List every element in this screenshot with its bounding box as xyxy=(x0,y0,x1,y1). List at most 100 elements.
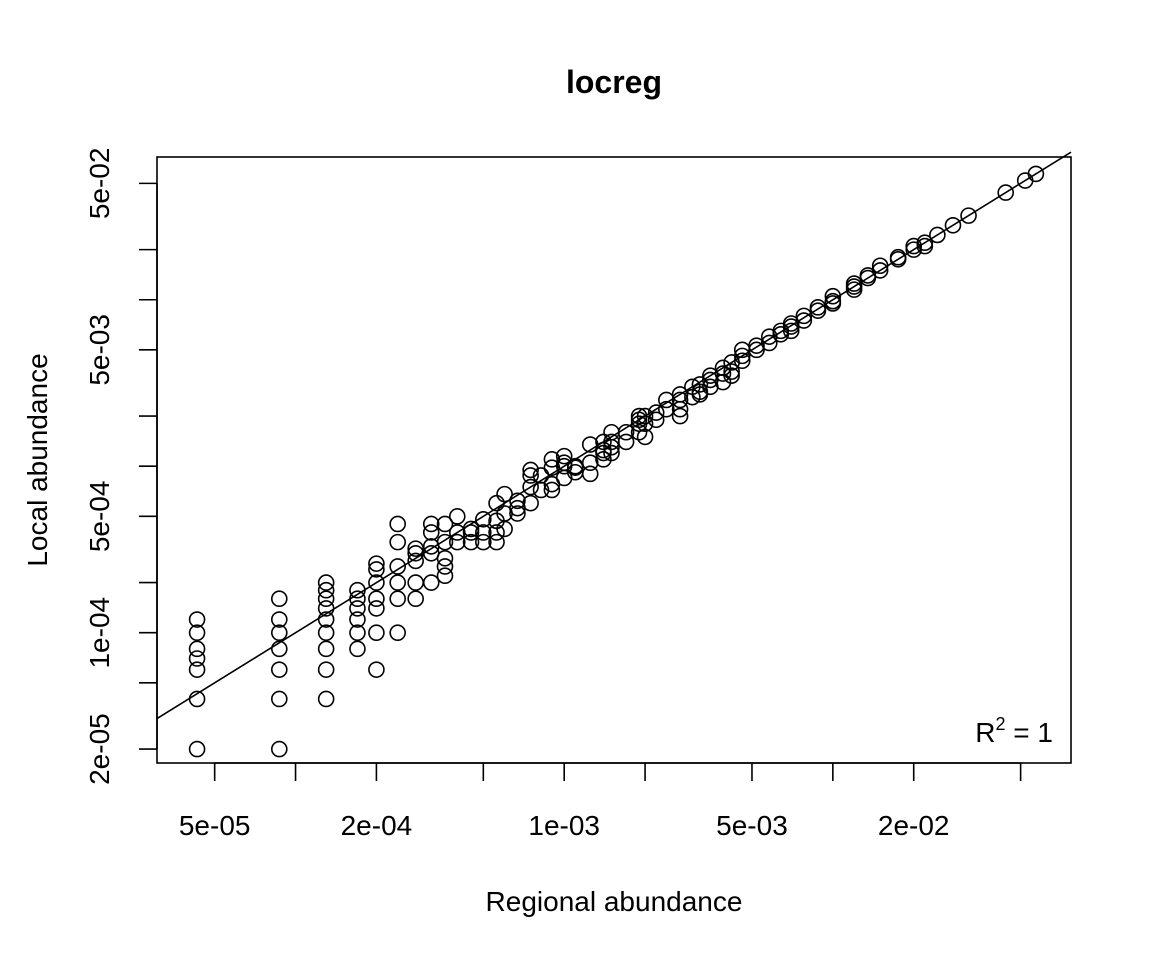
data-point xyxy=(543,451,561,468)
data-point xyxy=(317,600,335,617)
data-point xyxy=(496,485,513,503)
data-point xyxy=(317,661,335,678)
data-point xyxy=(448,508,466,525)
data-point xyxy=(723,363,740,380)
data-point xyxy=(349,600,366,617)
data-point xyxy=(488,533,505,551)
data-point xyxy=(543,481,561,499)
data-point xyxy=(658,400,675,418)
data-point xyxy=(509,492,526,510)
data-point xyxy=(317,590,335,608)
r-squared-symbol: R xyxy=(975,717,995,748)
data-point xyxy=(349,590,366,608)
data-point xyxy=(809,302,827,319)
data-point xyxy=(871,257,889,275)
data-point xyxy=(997,184,1015,201)
data-point xyxy=(349,640,366,658)
data-point xyxy=(617,423,635,441)
data-point xyxy=(389,515,406,533)
data-point xyxy=(522,478,539,496)
data-point xyxy=(317,690,335,708)
data-point xyxy=(809,299,827,316)
data-point xyxy=(349,624,366,642)
data-point xyxy=(671,407,689,425)
data-point xyxy=(782,322,800,340)
data-point xyxy=(422,524,440,541)
data-point xyxy=(436,567,454,585)
data-point xyxy=(368,574,385,591)
data-point xyxy=(270,590,288,608)
y-axis-title: Local abundance xyxy=(22,353,53,566)
data-point xyxy=(636,428,654,446)
data-point xyxy=(188,661,206,678)
data-point xyxy=(436,549,454,567)
data-point xyxy=(270,740,288,758)
data-point xyxy=(188,624,206,642)
data-point xyxy=(916,234,934,252)
data-point xyxy=(349,581,366,599)
data-point xyxy=(389,574,406,591)
data-point xyxy=(748,337,765,354)
data-point xyxy=(824,287,842,305)
data-point xyxy=(422,574,440,591)
data-point xyxy=(462,533,480,551)
data-point xyxy=(714,365,732,382)
data-point xyxy=(630,423,648,441)
data-point xyxy=(349,611,366,628)
data-point xyxy=(522,494,539,512)
data-point xyxy=(671,391,689,409)
data-point xyxy=(389,558,406,575)
chart-title: locreg xyxy=(566,64,662,100)
data-point xyxy=(270,611,288,628)
data-point xyxy=(488,524,505,541)
data-point xyxy=(436,558,454,575)
data-point xyxy=(647,404,665,421)
data-point xyxy=(368,561,385,578)
data-point xyxy=(475,533,492,551)
data-point xyxy=(960,207,977,224)
y-tick-label: 1e-04 xyxy=(84,597,115,669)
data-point xyxy=(760,334,778,352)
data-point xyxy=(407,552,424,570)
data-point xyxy=(368,624,385,642)
data-point xyxy=(845,275,863,292)
data-point xyxy=(188,690,206,708)
data-point xyxy=(691,383,709,401)
data-point xyxy=(368,661,385,678)
data-point xyxy=(317,624,335,642)
data-point xyxy=(389,624,406,642)
data-point xyxy=(522,467,539,484)
data-point xyxy=(389,590,406,608)
data-point xyxy=(603,444,620,462)
data-point xyxy=(555,447,573,465)
data-point xyxy=(475,510,492,528)
data-point xyxy=(270,661,288,678)
r-squared-superscript: 2 xyxy=(996,714,1006,734)
data-point xyxy=(944,216,962,234)
data-point xyxy=(691,376,709,393)
data-point xyxy=(824,292,842,310)
data-point xyxy=(581,465,599,483)
data-point xyxy=(188,611,206,628)
r-squared-annotation: R2 = 1 xyxy=(975,714,1053,748)
data-point xyxy=(317,640,335,658)
data-point xyxy=(270,690,288,708)
data-point xyxy=(636,407,654,425)
x-tick-label: 1e-03 xyxy=(528,810,600,841)
data-point xyxy=(270,640,288,658)
data-point xyxy=(581,454,599,472)
data-point xyxy=(647,411,665,429)
data-point xyxy=(188,740,206,758)
data-point xyxy=(317,581,335,599)
data-point xyxy=(188,650,206,667)
data-point xyxy=(475,524,492,541)
y-tick-label: 2e-05 xyxy=(84,713,115,785)
data-point xyxy=(733,347,751,365)
data-point xyxy=(617,433,635,451)
y-axis: 2e-05 1e-04 5e-04 5e-03 5e-02 xyxy=(84,148,158,785)
data-point xyxy=(270,624,288,642)
data-point xyxy=(407,540,424,557)
y-tick-label: 5e-02 xyxy=(84,148,115,220)
x-axis: 5e-05 2e-04 1e-03 5e-03 2e-02 xyxy=(179,762,1022,841)
